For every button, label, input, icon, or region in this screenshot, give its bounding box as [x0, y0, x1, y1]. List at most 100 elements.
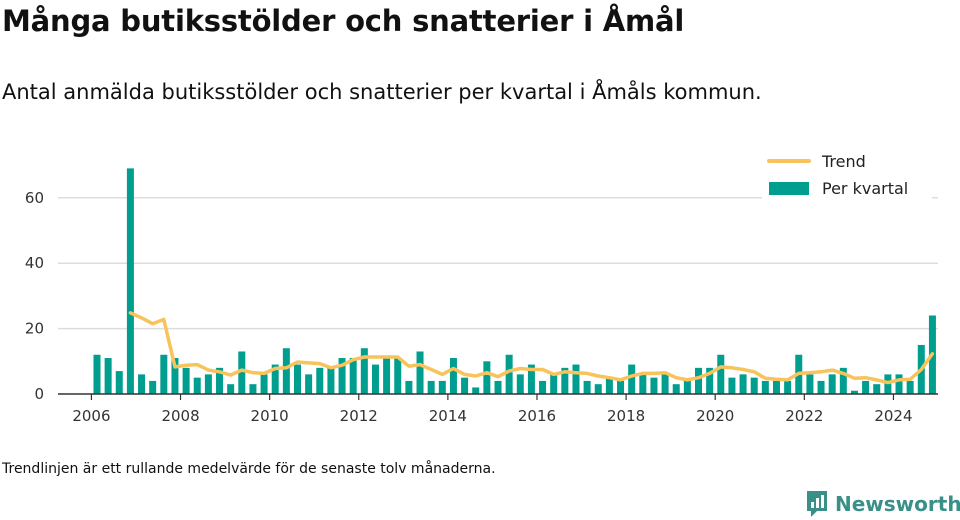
bar-2011-Q3: [338, 358, 346, 394]
bar-2010-Q4: [305, 374, 313, 394]
bar-2006-Q4: [126, 168, 134, 394]
bar-2022-Q3: [828, 374, 836, 394]
bar-2010-Q1: [271, 364, 279, 394]
bar-2020-Q4: [750, 377, 758, 394]
bar-2008-Q4: [216, 367, 224, 394]
bar-2006-Q2: [104, 358, 112, 394]
x-tick-label: 2006: [72, 407, 110, 425]
bar-2015-Q1: [494, 380, 502, 394]
legend-bar-swatch: [769, 182, 809, 195]
y-tick-label: 0: [34, 385, 44, 403]
bar-2014-Q3: [472, 387, 480, 394]
bar-series-per-kvartal: [93, 168, 936, 394]
legend: Trend Per kvartal: [762, 148, 932, 206]
x-tick-label: 2020: [696, 407, 734, 425]
bar-2021-Q3: [784, 380, 792, 394]
bar-2011-Q2: [327, 367, 335, 394]
bar-2008-Q3: [204, 374, 212, 394]
bar-2022-Q4: [839, 367, 847, 394]
bar-2015-Q4: [527, 364, 535, 394]
bar-2007-Q1: [138, 374, 146, 394]
bar-2021-Q1: [761, 380, 769, 394]
bar-2008-Q2: [193, 377, 201, 394]
bar-2013-Q3: [427, 380, 435, 394]
y-tick-label: 60: [25, 189, 44, 207]
x-tick-label: 2012: [340, 407, 378, 425]
bar-2016-Q4: [572, 364, 580, 394]
bar-2023-Q3: [873, 384, 881, 394]
brand-name: Newsworthy: [835, 492, 960, 516]
bar-2020-Q3: [739, 374, 747, 394]
bar-2020-Q1: [717, 354, 725, 394]
bar-2012-Q1: [360, 348, 368, 394]
bar-2014-Q1: [449, 358, 457, 394]
line-series-trend: [128, 311, 935, 385]
bar-2013-Q2: [416, 351, 424, 394]
bar-2010-Q2: [282, 348, 290, 394]
brand[interactable]: Newsworthy: [805, 488, 960, 520]
y-axis-labels: 0 20 40 60: [25, 189, 44, 403]
bar-2016-Q2: [550, 374, 558, 394]
bar-2012-Q2: [371, 364, 379, 394]
bar-2016-Q1: [539, 380, 547, 394]
x-tick-label: 2016: [518, 407, 556, 425]
bar-2014-Q2: [461, 377, 469, 394]
bar-2014-Q4: [483, 361, 491, 394]
bar-2024-Q1: [895, 374, 903, 394]
bar-2019-Q2: [683, 380, 691, 394]
y-tick-label: 40: [25, 254, 44, 272]
bar-2013-Q4: [438, 380, 446, 394]
bar-2019-Q4: [706, 367, 714, 394]
footnote: Trendlinjen är ett rullande medelvärde f…: [2, 461, 496, 477]
bar-2017-Q1: [583, 380, 591, 394]
chart-subtitle: Antal anmälda butiksstölder och snatteri…: [2, 80, 762, 104]
trend-line: [128, 311, 935, 385]
x-tick-label: 2018: [607, 407, 645, 425]
bar-2009-Q4: [260, 374, 268, 394]
bar-2006-Q1: [93, 354, 101, 394]
bar-2007-Q3: [160, 354, 168, 394]
bar-2021-Q2: [772, 380, 780, 394]
bar-2011-Q4: [349, 358, 357, 394]
bar-2019-Q3: [695, 367, 703, 394]
bar-2018-Q2: [639, 374, 647, 394]
x-tick-label: 2008: [161, 407, 199, 425]
y-tick-label: 20: [25, 320, 44, 338]
bar-2018-Q4: [661, 374, 669, 394]
bar-2009-Q3: [249, 384, 257, 394]
bar-2016-Q3: [561, 367, 569, 394]
bar-2013-Q1: [405, 380, 413, 394]
newsworthy-logo-icon: [807, 491, 827, 517]
bar-2008-Q1: [182, 367, 190, 394]
bar-2022-Q1: [806, 374, 814, 394]
bar-2023-Q2: [862, 380, 870, 394]
legend-trend-label: Trend: [821, 152, 866, 171]
bar-2017-Q3: [605, 377, 613, 394]
legend-background: [762, 148, 932, 206]
bar-2024-Q2: [906, 380, 914, 394]
bar-2012-Q4: [394, 358, 402, 394]
bar-2011-Q1: [316, 367, 324, 394]
chart-area: 2006 2008 2010 2012 2014 2016 2018 2020 2022 2024…: [25, 148, 938, 425]
bar-2012-Q3: [383, 358, 391, 394]
x-tick-label: 2010: [251, 407, 289, 425]
bar-2009-Q1: [227, 384, 235, 394]
bar-2017-Q2: [594, 384, 602, 394]
bar-2007-Q4: [171, 358, 179, 394]
gridlines: [58, 197, 938, 330]
bar-2007-Q2: [149, 380, 157, 394]
bar-2018-Q1: [628, 364, 636, 394]
bar-2009-Q2: [238, 351, 246, 394]
bar-2015-Q2: [505, 354, 513, 394]
bar-2018-Q3: [650, 377, 658, 394]
bar-2015-Q3: [516, 374, 524, 394]
x-axis: 2006 2008 2010 2012 2014 2016 2018 2020 2022 2024: [58, 393, 938, 425]
legend-bar-label: Per kvartal: [822, 179, 908, 198]
chart-title: Många butiksstölder och snatterier i Åmå…: [2, 4, 685, 38]
x-tick-label: 2022: [785, 407, 823, 425]
bar-2022-Q2: [817, 380, 825, 394]
bar-2010-Q3: [293, 364, 301, 394]
x-tick-label: 2024: [874, 407, 912, 425]
x-tick-label: 2014: [429, 407, 467, 425]
bar-2019-Q1: [672, 384, 680, 394]
